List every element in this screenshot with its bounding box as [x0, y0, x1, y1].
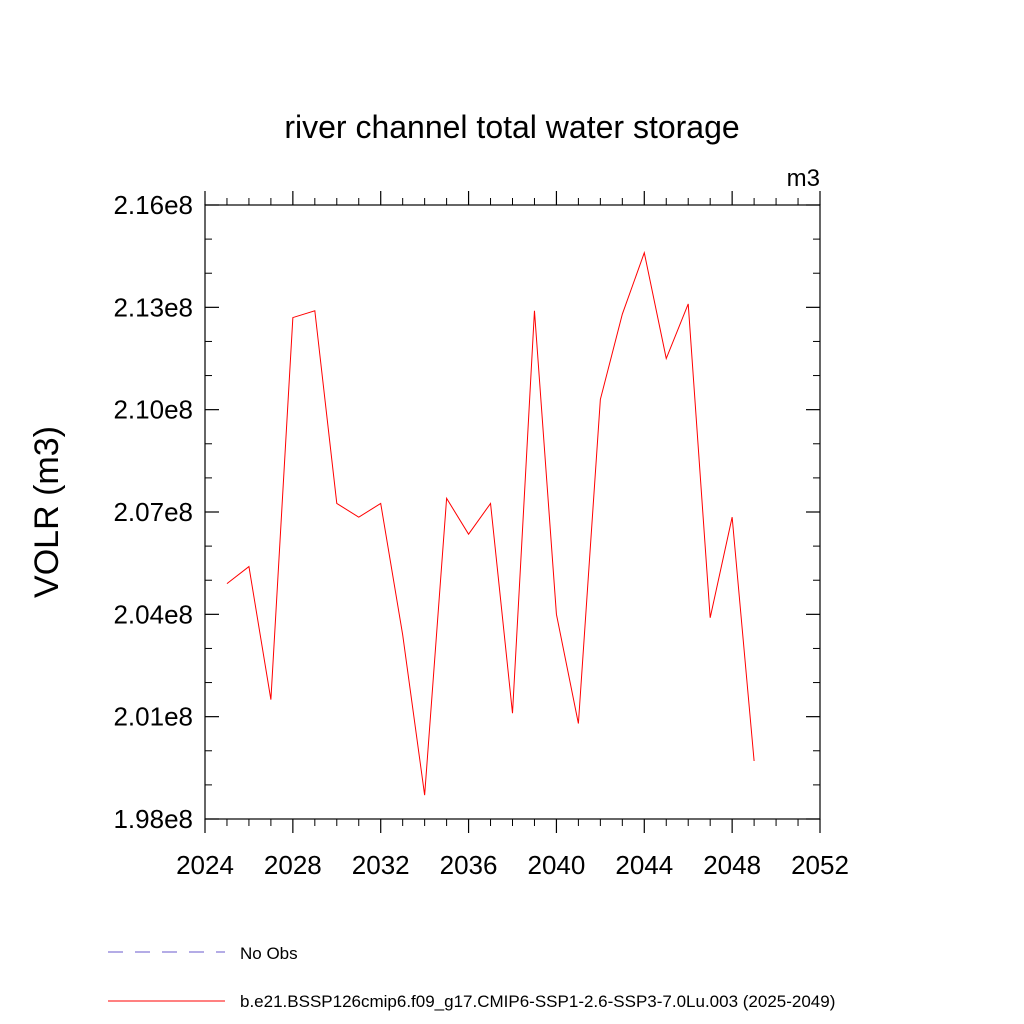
chart-title: river channel total water storage: [284, 109, 739, 145]
y-axis-label: VOLR (m3): [28, 426, 66, 598]
y-tick-label: 2.13e8: [113, 292, 193, 322]
x-tick-label: 2024: [176, 850, 234, 880]
x-tick-label: 2028: [264, 850, 322, 880]
x-tick-label: 2048: [703, 850, 761, 880]
x-tick-label: 2044: [615, 850, 673, 880]
y-tick-label: 2.04e8: [113, 599, 193, 629]
units-label: m3: [787, 165, 820, 192]
legend-label-no-obs: No Obs: [240, 944, 298, 963]
x-tick-label: 2036: [440, 850, 498, 880]
y-tick-label: 1.98e8: [113, 804, 193, 834]
series-line-1: [226, 250, 755, 796]
y-tick-label: 2.07e8: [113, 497, 193, 527]
y-tick-label: 2.16e8: [113, 190, 193, 220]
x-tick-label: 2052: [791, 850, 849, 880]
legend: No Obs b.e21.BSSP126cmip6.f09_g17.CMIP6-…: [108, 944, 835, 1011]
x-tick-labels: 2024 2028 2032 2036 2040 2044 2048 2052: [176, 850, 849, 880]
y-tick-labels: 1.98e8 2.01e8 2.04e8 2.07e8 2.10e8 2.13e8 2.16…: [113, 190, 193, 834]
plot-frame: [204, 204, 821, 820]
legend-label-model-run: b.e21.BSSP126cmip6.f09_g17.CMIP6-SSP1-2.…: [240, 992, 835, 1011]
x-tick-label: 2032: [352, 850, 410, 880]
y-tick-label: 2.01e8: [113, 702, 193, 732]
y-tick-label: 2.10e8: [113, 395, 193, 425]
series-lines: [226, 250, 755, 796]
axis-ticks: [204, 191, 821, 833]
x-tick-label: 2040: [528, 850, 586, 880]
